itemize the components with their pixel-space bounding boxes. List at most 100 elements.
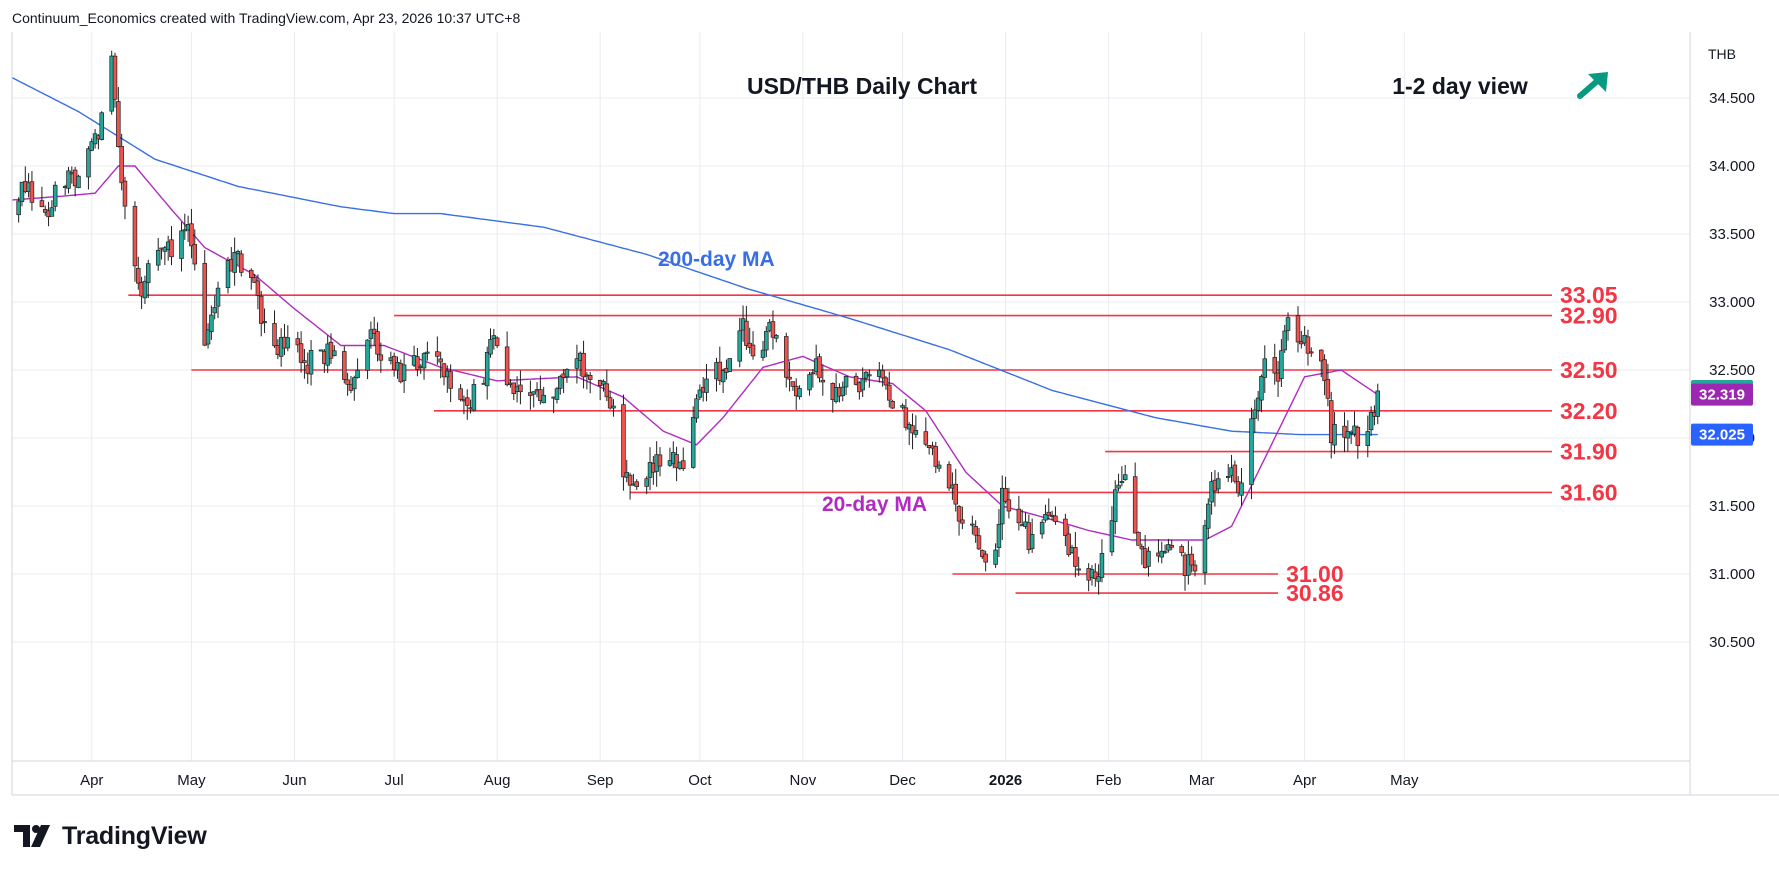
candle-up: [1282, 330, 1287, 351]
candle-down: [980, 550, 985, 558]
candle-down: [1169, 545, 1174, 548]
candle-down: [375, 331, 380, 355]
candle-up: [1375, 390, 1381, 417]
x-tick-label: Nov: [790, 772, 817, 789]
y-tick-label: 31.500: [1709, 498, 1755, 515]
candle-up: [352, 377, 357, 390]
y-tick-label: 30.500: [1709, 634, 1755, 651]
candle-down: [1309, 351, 1314, 354]
candle-down: [1328, 400, 1334, 444]
candle-down: [169, 239, 174, 258]
candle-up: [764, 331, 769, 351]
candle-up: [531, 391, 536, 395]
level-label: 32.90: [1560, 303, 1618, 329]
candle-down: [1139, 546, 1145, 550]
candle-up: [1285, 317, 1291, 331]
candle-down: [890, 400, 895, 409]
candle-down: [438, 358, 443, 363]
candle-down: [933, 446, 939, 467]
candle-up: [142, 280, 148, 299]
candle-up: [1252, 409, 1258, 419]
candle-up: [1202, 525, 1208, 574]
candle-down: [1093, 571, 1098, 579]
candle-up: [601, 381, 606, 385]
candle-up: [1039, 521, 1045, 535]
candle-up: [1225, 476, 1231, 478]
candle-down: [1003, 488, 1008, 502]
candle-up: [574, 358, 580, 369]
level-label: 31.00: [1286, 561, 1344, 587]
x-tick-label: Jun: [282, 772, 306, 789]
candle-down: [960, 519, 965, 524]
candle-up: [425, 351, 430, 354]
candle-up: [840, 386, 845, 397]
candle-up: [564, 368, 570, 378]
tradingview-logo[interactable]: TradingView: [14, 820, 207, 852]
candle-up: [690, 417, 696, 468]
candle-down: [887, 384, 892, 401]
candle-up: [1345, 431, 1351, 439]
candle-down: [1179, 546, 1184, 553]
candle-down: [298, 343, 304, 363]
x-tick-label: Jul: [385, 772, 404, 789]
x-tick-label: Oct: [688, 772, 712, 789]
candle-up: [318, 349, 324, 352]
candle-up: [727, 358, 733, 372]
candle-up: [89, 141, 95, 151]
candle-down: [621, 404, 626, 478]
candle-down: [983, 553, 988, 563]
candle-down: [415, 356, 420, 370]
candle-down: [867, 374, 872, 377]
candle-up: [644, 478, 649, 487]
candle-up: [1000, 487, 1005, 525]
candle-up: [554, 388, 560, 400]
price-badge: [1691, 383, 1753, 406]
candle-up: [355, 369, 360, 379]
candle-down: [607, 397, 613, 409]
x-tick-label: Sep: [587, 772, 614, 789]
x-tick-label: Dec: [889, 772, 916, 789]
candle-up: [225, 260, 231, 289]
candle-up: [285, 337, 291, 349]
candle-down: [1319, 349, 1324, 362]
candle-down: [587, 374, 593, 380]
candle-down: [1046, 511, 1052, 516]
candle-down: [657, 454, 663, 467]
candle-down: [494, 337, 500, 346]
y-tick-label: 33.000: [1709, 294, 1755, 311]
candle-down: [923, 431, 929, 445]
candle-down: [627, 474, 633, 486]
candle-down: [953, 483, 958, 505]
candle-up: [368, 329, 374, 339]
candle-up: [182, 229, 188, 232]
candle-up: [332, 350, 337, 357]
level-label: 30.86: [1286, 580, 1344, 606]
level-label: 31.90: [1560, 439, 1618, 465]
candle-up: [209, 314, 214, 333]
candle-down: [1053, 515, 1058, 522]
candle-down: [853, 375, 859, 385]
candle-up: [1159, 550, 1165, 558]
candle-up: [155, 249, 161, 266]
candle-up: [1262, 358, 1268, 378]
candle-up: [737, 330, 742, 362]
level-label: 31.60: [1560, 479, 1618, 505]
candle-up: [1279, 350, 1284, 379]
candle-up: [860, 378, 865, 391]
candle-up: [145, 263, 151, 284]
candle-up: [1043, 513, 1048, 521]
candle-up: [99, 112, 104, 140]
candle-down: [1192, 564, 1198, 572]
chart-labels: USD/THB Daily Chart 1-2 day view THB 200…: [658, 46, 1736, 516]
candle-up: [484, 352, 490, 387]
candle-up: [900, 405, 905, 408]
tradingview-brand: TradingView: [62, 821, 207, 850]
candle-down: [784, 336, 789, 378]
candle-down: [680, 460, 686, 469]
candle-down: [946, 464, 952, 489]
candle-down: [518, 384, 523, 393]
x-tick-label: Apr: [80, 772, 103, 789]
view-label: 1-2 day view: [1392, 73, 1528, 99]
